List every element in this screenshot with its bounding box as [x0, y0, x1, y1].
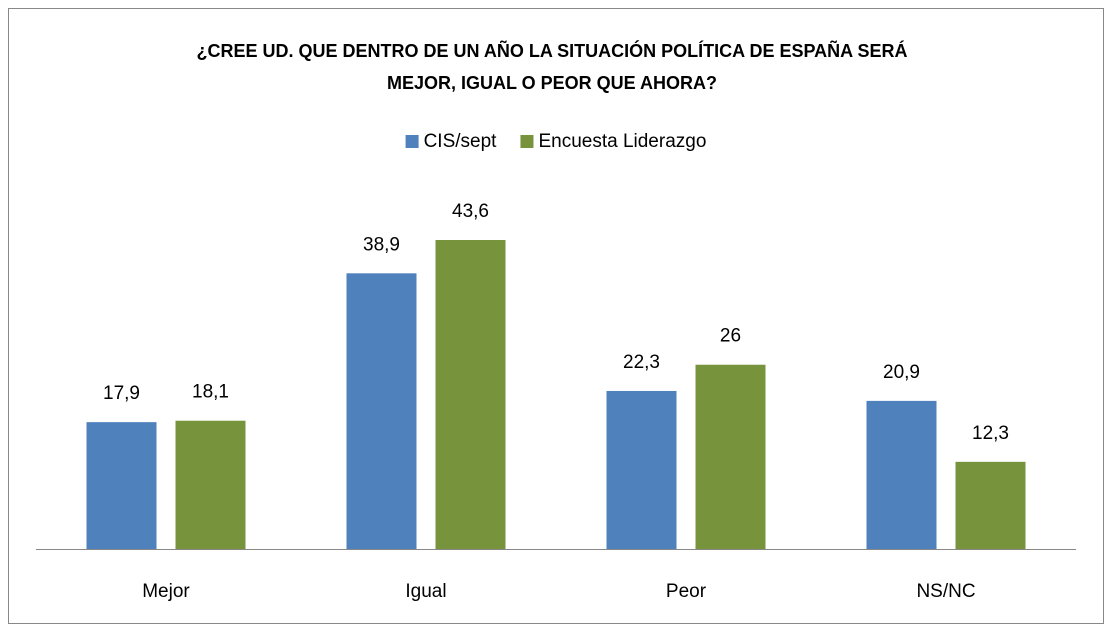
legend-swatch — [520, 135, 534, 148]
data-label: 38,9 — [363, 234, 400, 255]
bar — [435, 240, 506, 549]
bar — [695, 364, 766, 549]
chart-title: MEJOR, IGUAL O PEOR QUE AHORA? — [387, 73, 717, 93]
chart-border — [8, 8, 1104, 624]
data-label: 43,6 — [452, 201, 489, 222]
legend-label: Encuesta Liderazgo — [538, 131, 706, 152]
bar — [955, 461, 1026, 549]
data-label: 26 — [720, 326, 741, 347]
bar — [175, 420, 246, 549]
data-label: 22,3 — [623, 352, 660, 373]
chart-title: ¿CREE UD. QUE DENTRO DE UN AÑO LA SITUAC… — [196, 40, 907, 61]
bar — [86, 422, 157, 549]
legend-swatch — [405, 135, 419, 148]
bar — [606, 390, 677, 549]
bar — [346, 273, 417, 549]
x-tick-label: NS/NC — [916, 581, 975, 602]
x-tick-label: Igual — [405, 581, 446, 602]
bar — [866, 400, 937, 549]
data-label: 12,3 — [972, 423, 1009, 444]
x-tick-label: Mejor — [142, 581, 190, 602]
data-label: 18,1 — [192, 382, 229, 403]
data-label: 17,9 — [103, 383, 140, 404]
x-tick-label: Peor — [666, 581, 707, 602]
data-label: 20,9 — [883, 362, 920, 383]
legend-label: CIS/sept — [424, 131, 498, 152]
